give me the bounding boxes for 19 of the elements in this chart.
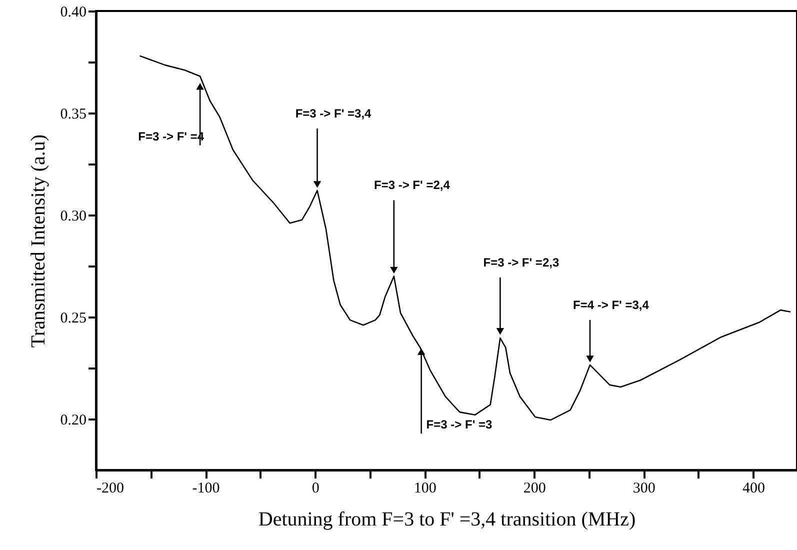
y-tick-label: 0.35 xyxy=(60,106,86,122)
x-tick-label: 400 xyxy=(742,480,765,496)
x-tick-label: 100 xyxy=(414,480,436,496)
y-tick-label: 0.30 xyxy=(60,208,86,224)
y-tick-label: 0.40 xyxy=(60,4,86,20)
x-tick-label: 0 xyxy=(312,480,320,496)
annotation: F=3 -> F' =3,4 xyxy=(295,106,372,121)
annotation: F=3 -> F' =3 xyxy=(426,418,493,432)
annotation: F=3 -> F' =2,4 xyxy=(374,178,450,192)
annotation: F=4 -> F' =3,4 xyxy=(573,298,650,312)
x-tick-label: 200 xyxy=(523,480,546,496)
x-axis-title: Detuning from F=3 to F' =3,4 transition (MHz) xyxy=(258,508,636,530)
x-tick-label: -100 xyxy=(192,480,220,496)
x-tick-label: 300 xyxy=(632,480,656,496)
x-tick-label: -200 xyxy=(96,480,124,496)
y-axis-title: Transmitted Intensity (a.u) xyxy=(27,134,50,348)
y-tick-label: 0.25 xyxy=(60,310,86,326)
y-tick-label: 0.20 xyxy=(60,412,86,428)
annotation: F=3 -> F' =2,3 xyxy=(483,255,560,270)
